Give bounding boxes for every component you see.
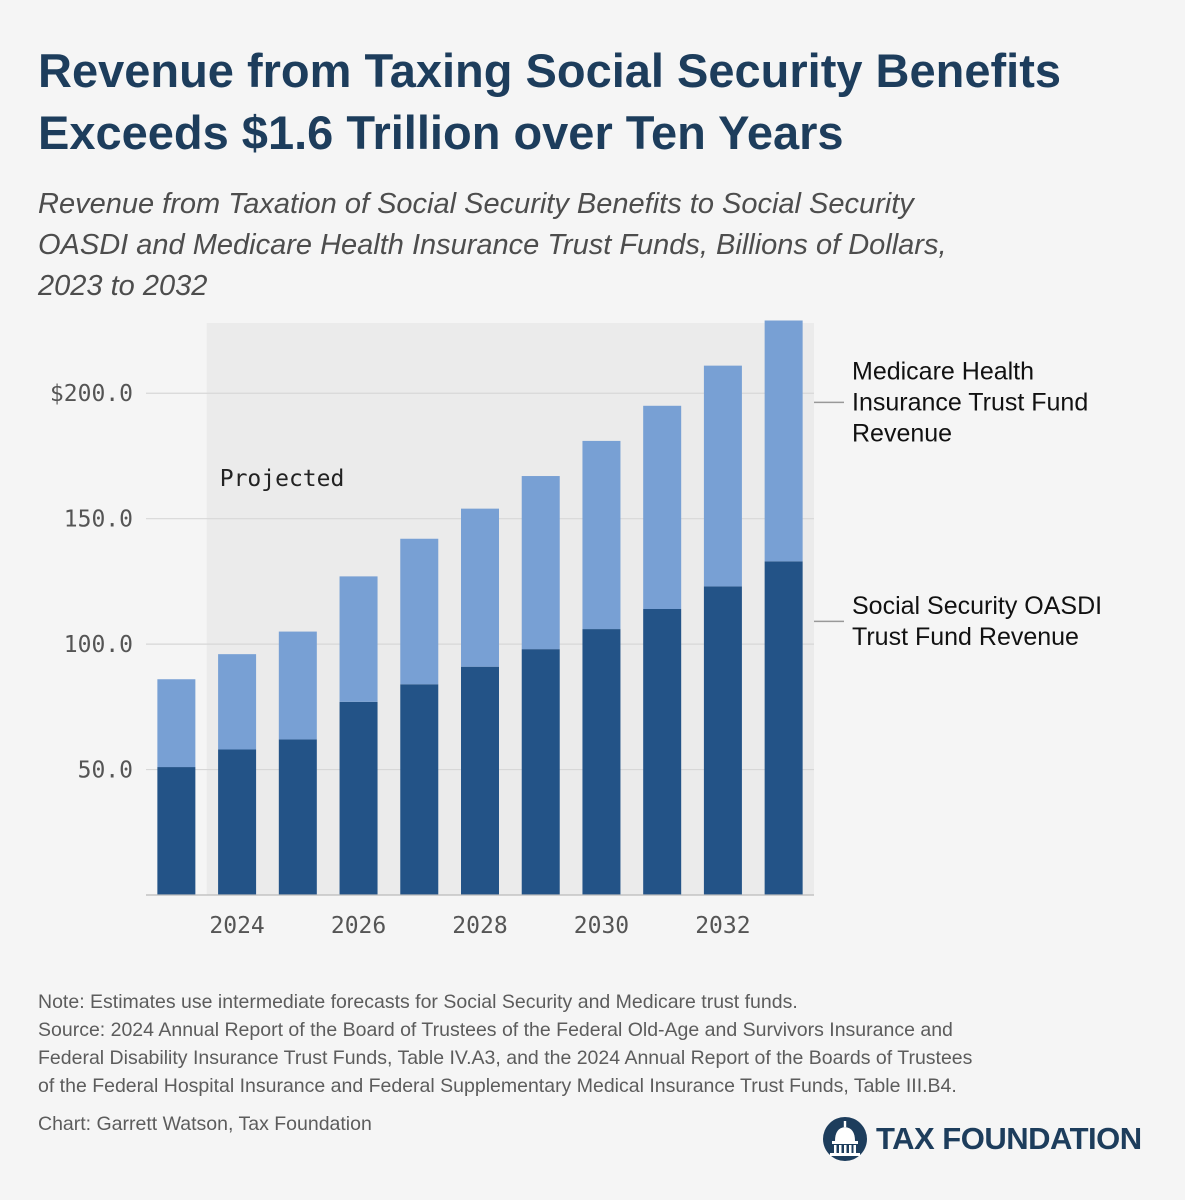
- title-line-1: Revenue from Taxing Social Security Bene…: [38, 44, 1061, 97]
- bar-medicare: [764, 320, 803, 562]
- stacked-bar-chart: 50.0 100.0 150.0 $200.0 2024 2026 2028 2030 2032…: [50, 320, 1102, 939]
- title-line-2: Exceeds $1.6 Trillion over Ten Years: [38, 106, 844, 159]
- legend-label-medicare: Medicare Health Insurance Trust Fund Reven…: [852, 357, 1088, 447]
- logo-text: TAX FOUNDATION: [876, 1121, 1142, 1156]
- source-line-1: Source: 2024 Annual Report of the Board …: [38, 1019, 953, 1041]
- bar-medicare: [643, 405, 682, 609]
- bar-medicare: [339, 576, 378, 702]
- y-tick-label: 150.0: [64, 507, 133, 533]
- bar-oasdi: [703, 586, 742, 895]
- projected-label: Projected: [220, 466, 345, 492]
- subtitle-line-1: Revenue from Taxation of Social Security…: [38, 188, 914, 220]
- bar-oasdi: [461, 666, 499, 895]
- legend-label-line: Medicare Health: [852, 357, 1034, 385]
- bar-oasdi: [157, 767, 196, 895]
- chart-title: Revenue from Taxing Social Security Bene…: [38, 40, 1158, 164]
- y-tick-label: 100.0: [64, 632, 133, 658]
- y-tick-label: $200.0: [50, 381, 133, 407]
- bar-oasdi: [764, 561, 803, 895]
- chart-credit: Chart: Garrett Watson, Tax Foundation: [38, 1113, 372, 1135]
- bar-oasdi: [643, 609, 682, 895]
- bar-medicare: [521, 476, 560, 650]
- x-tick-label: 2026: [331, 913, 386, 939]
- subtitle-line-2: OASDI and Medicare Health Insurance Trus…: [38, 229, 947, 261]
- bar-medicare: [703, 365, 742, 587]
- bar-medicare: [461, 508, 499, 667]
- footnotes: Note: Estimates use intermediate forecas…: [38, 988, 1158, 1100]
- note-text: Note: Estimates use intermediate forecas…: [38, 991, 798, 1013]
- x-tick-label: 2032: [695, 913, 750, 939]
- x-tick-label: 2024: [209, 913, 264, 939]
- bar-oasdi: [521, 649, 560, 895]
- source-line-3: of the Federal Hospital Insurance and Fe…: [38, 1075, 957, 1097]
- bar-oasdi: [218, 749, 257, 895]
- source-line-2: Federal Disability Insurance Trust Funds…: [38, 1047, 973, 1069]
- legend-label-line: Social Security OASDI: [852, 592, 1102, 620]
- y-tick-label: 50.0: [78, 758, 133, 784]
- bar-medicare: [582, 440, 621, 630]
- legend-label-line: Revenue: [852, 419, 952, 447]
- bar-medicare: [218, 654, 257, 750]
- subtitle-line-3: 2023 to 2032: [38, 270, 208, 302]
- bar-medicare: [157, 679, 196, 768]
- bar-medicare: [400, 538, 439, 685]
- bar-oasdi: [400, 684, 439, 895]
- capitol-dome-icon: [823, 1117, 867, 1161]
- bar-oasdi: [278, 739, 317, 895]
- bar-oasdi: [339, 701, 378, 895]
- bar-medicare: [278, 631, 317, 740]
- tax-foundation-logo[interactable]: TAX FOUNDATION: [822, 1116, 1142, 1162]
- bar-oasdi: [582, 629, 621, 895]
- x-tick-label: 2028: [452, 913, 507, 939]
- x-tick-label: 2030: [574, 913, 629, 939]
- chart-subtitle: Revenue from Taxation of Social Security…: [38, 184, 1148, 307]
- legend-label-oasdi: Social Security OASDI Trust Fund Revenue: [852, 592, 1102, 651]
- legend-label-line: Trust Fund Revenue: [852, 623, 1079, 651]
- legend-label-line: Insurance Trust Fund: [852, 388, 1088, 416]
